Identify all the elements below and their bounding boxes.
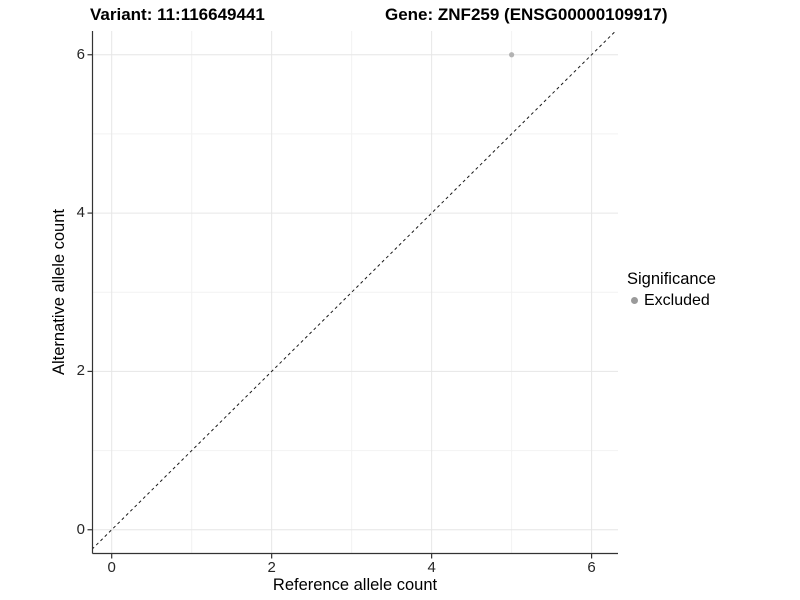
legend: Significance Excluded bbox=[627, 269, 716, 310]
y-tick-label: 4 bbox=[76, 204, 85, 222]
x-tick-label: 0 bbox=[107, 559, 116, 576]
excluded-point-icon bbox=[631, 297, 638, 304]
legend-title: Significance bbox=[627, 270, 716, 288]
x-tick-label: 4 bbox=[427, 559, 436, 576]
variant-title: Variant: 11:116649441 bbox=[90, 5, 265, 24]
y-tick-label: 2 bbox=[76, 362, 85, 380]
legend-item-label: Excluded bbox=[644, 292, 710, 309]
y-axis-title: Alternative allele count bbox=[50, 209, 68, 376]
identity-dashed-line bbox=[92, 31, 617, 550]
x-axis-title: Reference allele count bbox=[272, 576, 438, 594]
gene-title: Gene: ZNF259 (ENSG00000109917) bbox=[385, 5, 668, 24]
data-point bbox=[509, 52, 515, 58]
legend-item-excluded: Excluded bbox=[627, 291, 716, 310]
x-tick-label: 6 bbox=[587, 559, 596, 576]
x-tick-label: 2 bbox=[267, 559, 276, 576]
y-tick-label: 6 bbox=[76, 45, 85, 63]
y-tick-label: 0 bbox=[76, 520, 85, 538]
